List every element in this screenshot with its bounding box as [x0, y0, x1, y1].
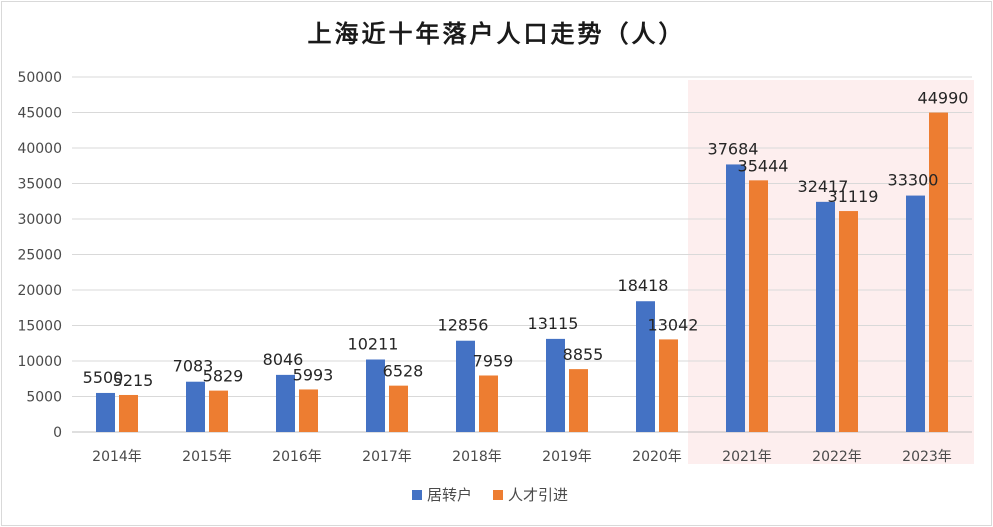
- data-label: 8046: [263, 350, 304, 369]
- y-tick-label: 5000: [26, 390, 62, 406]
- y-tick-label: 50000: [17, 70, 62, 86]
- y-tick-label: 30000: [17, 212, 62, 228]
- data-label: 6528: [383, 362, 424, 381]
- x-tick-label: 2015年: [182, 449, 232, 465]
- y-tick-label: 10000: [17, 354, 62, 370]
- bar-series1: [456, 340, 475, 432]
- bar-series1: [276, 374, 295, 432]
- y-tick-label: 45000: [17, 106, 62, 122]
- bar-series1: [816, 201, 835, 432]
- bar-series1: [186, 381, 205, 432]
- y-tick-label: 0: [53, 425, 62, 441]
- x-tick-label: 2014年: [92, 449, 142, 465]
- data-label: 37684: [708, 139, 759, 158]
- bar-series2: [209, 390, 228, 432]
- x-tick-label: 2017年: [362, 449, 412, 465]
- data-label: 5500: [83, 368, 124, 387]
- x-tick-label: 2020年: [632, 449, 682, 465]
- data-label: 13115: [528, 314, 579, 333]
- data-label: 10211: [348, 335, 399, 354]
- bar-series2: [929, 112, 948, 433]
- bar-series2: [299, 389, 318, 432]
- bar-series1: [366, 359, 385, 432]
- data-label: 5215: [113, 371, 154, 390]
- legend-swatch: [412, 490, 422, 500]
- y-tick-label: 35000: [17, 177, 62, 193]
- bar-series1: [96, 392, 115, 432]
- data-label: 44990: [918, 89, 969, 108]
- x-tick-label: 2023年: [902, 449, 952, 465]
- data-label: 18418: [618, 276, 669, 295]
- bar-series1: [546, 338, 565, 432]
- legend-swatch: [493, 490, 503, 500]
- bar-series1: [906, 195, 925, 432]
- bar-series1: [636, 301, 655, 432]
- x-tick-label: 2022年: [812, 449, 862, 465]
- bar-series1: [726, 164, 745, 432]
- data-label: 5993: [293, 365, 334, 384]
- data-label: 31119: [828, 187, 879, 206]
- data-label: 7083: [173, 357, 214, 376]
- data-label: 35444: [738, 156, 789, 175]
- y-tick-label: 15000: [17, 319, 62, 335]
- bar-series2: [839, 211, 858, 432]
- x-tick-label: 2019年: [542, 449, 592, 465]
- bar-series2: [389, 385, 408, 432]
- legend-label: 居转户: [427, 486, 472, 504]
- data-label: 5829: [203, 367, 244, 386]
- legend-label: 人才引进: [508, 486, 568, 504]
- y-tick-label: 40000: [17, 141, 62, 157]
- x-tick-label: 2021年: [722, 449, 772, 465]
- x-tick-label: 2016年: [272, 449, 322, 465]
- data-label: 7959: [473, 351, 514, 370]
- data-label: 32417: [798, 177, 849, 196]
- x-tick-label: 2018年: [452, 449, 502, 465]
- chart-title: 上海近十年落户人口走势（人）: [307, 19, 686, 48]
- y-tick-label: 20000: [17, 283, 62, 299]
- data-label: 8855: [563, 345, 604, 364]
- data-label: 12856: [438, 316, 489, 335]
- bar-series2: [659, 339, 678, 432]
- y-tick-label: 25000: [17, 248, 62, 264]
- bar-series2: [749, 180, 768, 432]
- bar-series2: [569, 369, 588, 432]
- bar-series2: [479, 375, 498, 432]
- data-label: 33300: [888, 171, 939, 190]
- data-label: 13042: [648, 315, 699, 334]
- bar-series2: [119, 394, 138, 432]
